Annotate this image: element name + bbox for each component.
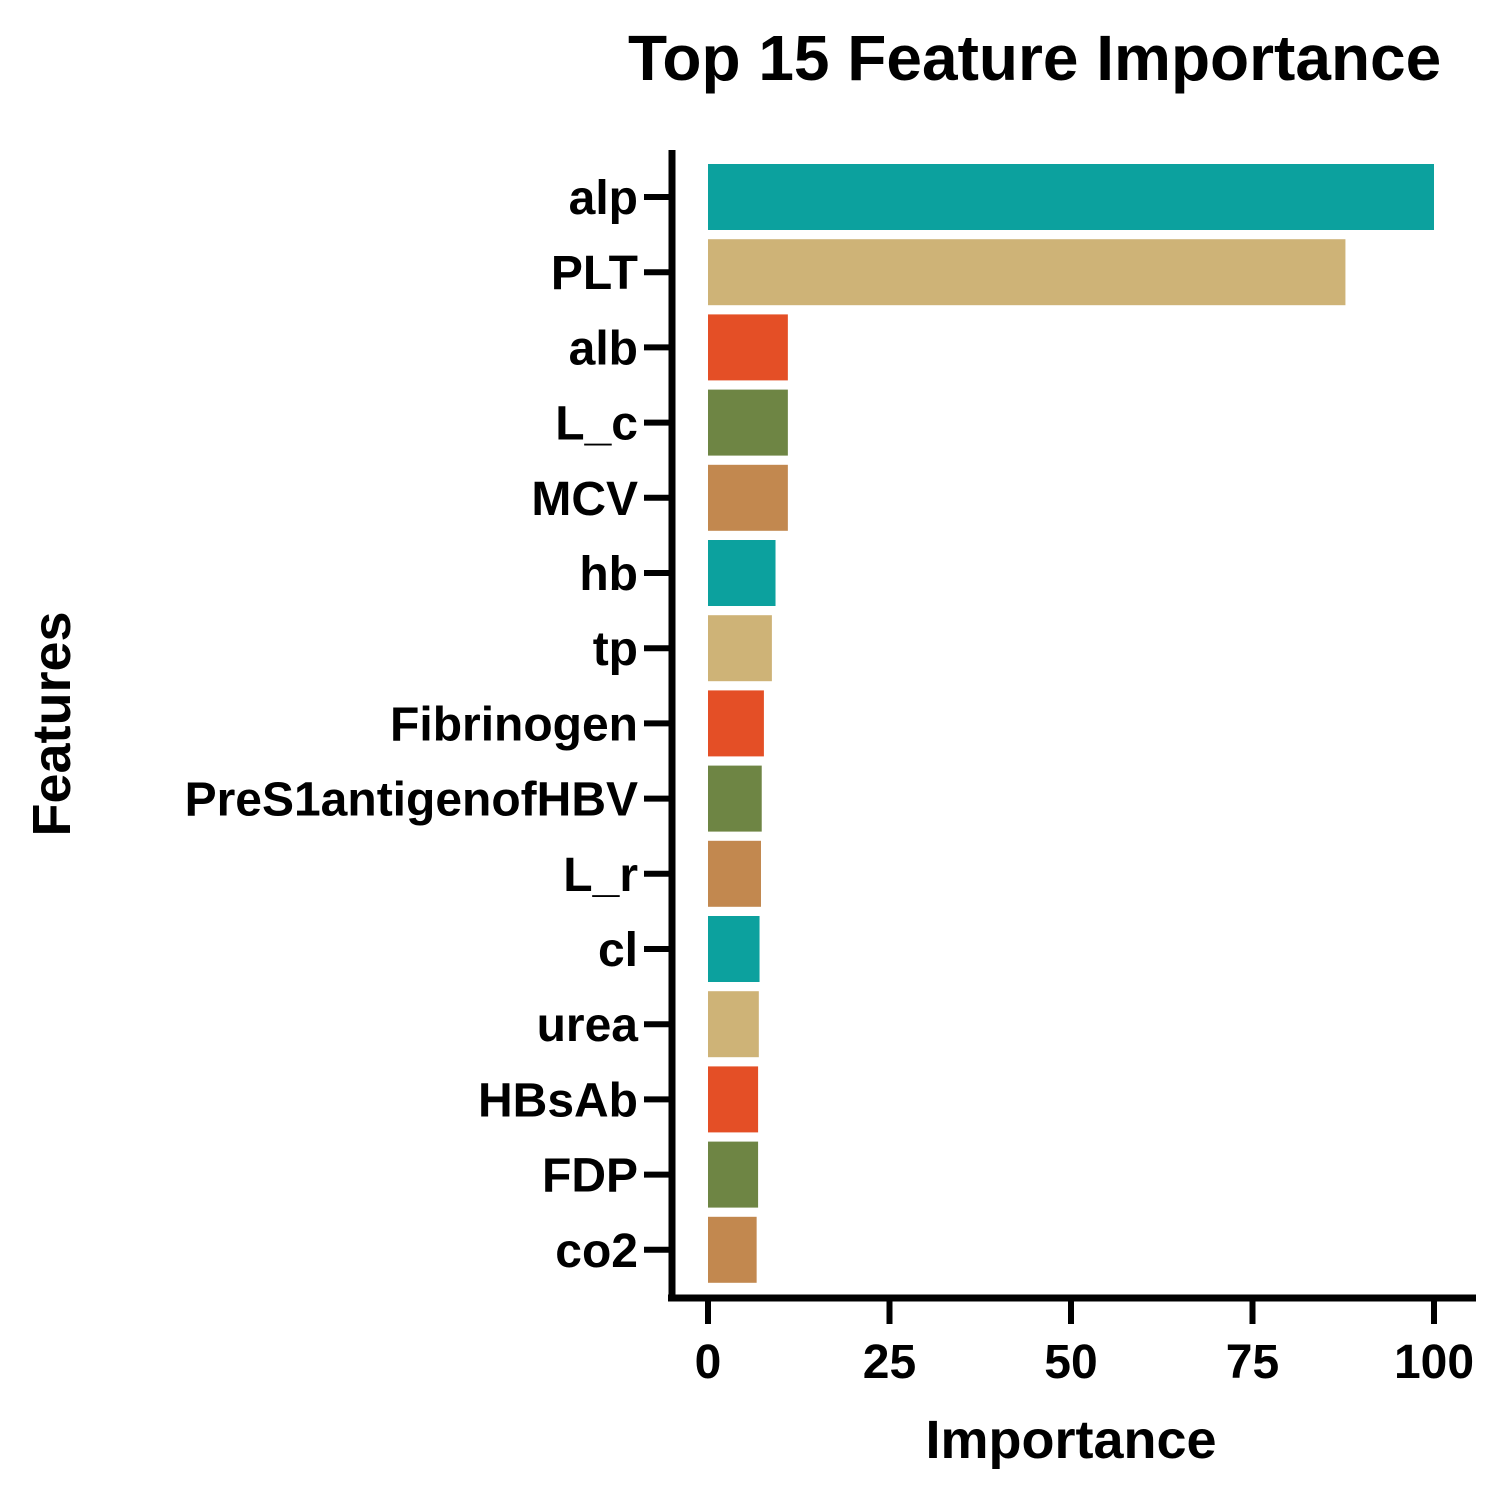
- bar-urea: [708, 991, 759, 1058]
- x-axis-title: Importance: [925, 1410, 1216, 1470]
- y-axis-title: Features: [22, 611, 82, 836]
- y-tick-label: alp: [569, 172, 638, 225]
- y-tick-label: PLT: [551, 247, 638, 300]
- x-tick-label: 25: [863, 1336, 916, 1389]
- bar-HBsAb: [708, 1066, 759, 1133]
- y-tick-label: MCV: [531, 473, 638, 526]
- y-tick-label: FDP: [542, 1150, 638, 1203]
- y-tick-label: L_r: [563, 849, 638, 902]
- y-tick-label: co2: [555, 1225, 638, 1278]
- y-tick-label: tp: [593, 623, 638, 676]
- y-axis-ticks: alp PLT alb L_c MCV hb tp Fibrinogen PreS1antige…: [185, 172, 672, 1278]
- bar-FDP: [708, 1141, 759, 1208]
- x-axis-ticks: 0 25 50 75 100: [695, 1298, 1474, 1389]
- bar-L_c: [708, 389, 788, 456]
- y-tick-label: hb: [579, 548, 638, 601]
- bar-PLT: [708, 239, 1346, 306]
- bar-hb: [708, 540, 776, 606]
- bar-PreS1antigenofHBV: [708, 765, 762, 832]
- y-tick-label: Fibrinogen: [390, 698, 638, 751]
- y-tick-label: PreS1antigenofHBV: [185, 774, 638, 827]
- y-tick-label: cl: [598, 924, 638, 977]
- x-tick-label: 75: [1226, 1336, 1279, 1389]
- bar-alb: [708, 314, 788, 381]
- bar-alp: [708, 164, 1434, 230]
- y-tick-label: alb: [569, 322, 638, 375]
- bar-MCV: [708, 464, 788, 531]
- bars-layer: [708, 164, 1434, 1283]
- y-tick-label: urea: [537, 999, 639, 1052]
- x-tick-label: 50: [1044, 1336, 1097, 1389]
- bar-tp: [708, 615, 772, 682]
- x-tick-label: 100: [1394, 1336, 1474, 1389]
- chart-title: Top 15 Feature Importance: [628, 22, 1441, 94]
- x-tick-label: 0: [695, 1336, 722, 1389]
- bar-co2: [708, 1216, 757, 1283]
- bar-Fibrinogen: [708, 690, 764, 757]
- y-tick-label: HBsAb: [478, 1074, 638, 1127]
- bar-L_r: [708, 840, 761, 907]
- bar-cl: [708, 916, 760, 982]
- y-tick-label: L_c: [555, 398, 638, 451]
